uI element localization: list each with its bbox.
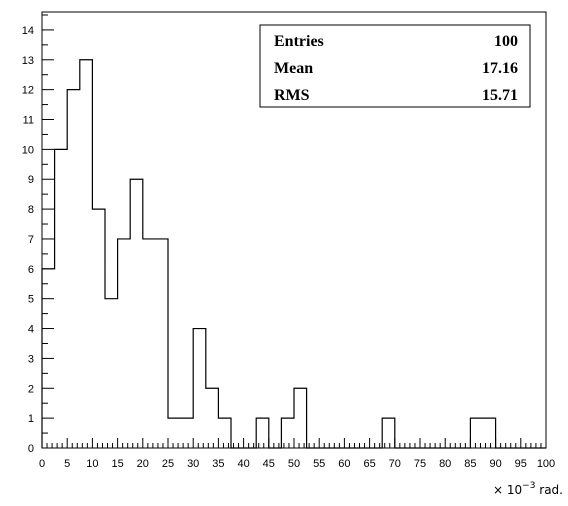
y-tick-label: 9	[28, 174, 34, 186]
y-tick-label: 2	[28, 383, 34, 395]
histogram-bin	[80, 60, 93, 448]
x-tick-label: 35	[212, 458, 224, 470]
stats-rms-value: 15.71	[482, 87, 518, 104]
unit-prefix: × 10	[493, 483, 522, 497]
x-axis-unit-label: × 10−3 rad.	[493, 481, 563, 497]
y-tick-label: 10	[22, 144, 34, 156]
x-tick-label: 65	[363, 458, 375, 470]
histogram-bin	[55, 149, 68, 448]
x-tick-label: 20	[137, 458, 149, 470]
histogram-bin	[143, 239, 156, 448]
histogram-bin	[67, 90, 80, 448]
x-tick-label: 75	[414, 458, 426, 470]
y-tick-label: 11	[23, 115, 34, 127]
x-tick-label: 80	[439, 458, 451, 470]
stats-box: Entries 100 Mean 17.16 RMS 15.71	[259, 24, 531, 108]
histogram-bin	[294, 388, 307, 448]
y-tick-label: 14	[22, 25, 34, 37]
y-tick-label: 7	[28, 234, 34, 246]
y-tick-label: 0	[28, 443, 34, 455]
x-tick-label: 95	[515, 458, 527, 470]
x-tick-label: 30	[187, 458, 199, 470]
histogram-bin	[168, 418, 181, 448]
x-tick-label: 0	[39, 458, 45, 470]
x-tick-label: 100	[537, 458, 555, 470]
stats-mean-value: 17.16	[482, 60, 518, 77]
y-tick-label: 6	[28, 264, 34, 276]
x-tick-label: 5	[64, 458, 70, 470]
x-axis-ticks: 0 5 10 15 20 25 30 35 40 45 50 55 60 65 70 75 80 85 90 95 10…	[39, 438, 555, 470]
histogram-bin	[130, 179, 143, 448]
y-tick-label: 1	[28, 413, 34, 425]
y-tick-label: 3	[28, 353, 34, 365]
stats-entries-value: 100	[494, 33, 518, 50]
unit-suffix: rad.	[535, 483, 563, 497]
x-tick-label: 15	[111, 458, 123, 470]
histogram-bin	[483, 418, 496, 448]
x-tick-label: 55	[313, 458, 325, 470]
y-tick-label: 12	[22, 85, 34, 97]
histogram-bin	[256, 418, 269, 448]
unit-exponent: −3	[522, 481, 535, 491]
histogram-bin	[155, 239, 168, 448]
histogram-bin	[181, 418, 194, 448]
histogram-bin	[382, 418, 395, 448]
histogram-bars	[41, 59, 546, 449]
histogram-bin	[92, 209, 105, 448]
x-tick-label: 10	[86, 458, 98, 470]
y-tick-label: 13	[22, 55, 34, 67]
y-tick-label: 8	[28, 204, 34, 216]
x-tick-label: 60	[338, 458, 350, 470]
histogram-bin	[218, 418, 231, 448]
x-tick-label: 85	[464, 458, 476, 470]
x-tick-label: 90	[489, 458, 501, 470]
histogram-bin	[281, 418, 294, 448]
y-tick-label: 5	[28, 294, 34, 306]
stats-mean-label: Mean	[274, 60, 313, 77]
x-tick-label: 45	[263, 458, 275, 470]
histogram-outline	[41, 59, 546, 449]
stats-rms-label: RMS	[274, 87, 310, 104]
histogram-bin	[105, 299, 118, 448]
histogram-bin	[206, 388, 219, 448]
histogram-bin	[118, 239, 131, 448]
stats-box-frame	[259, 24, 531, 108]
histogram-bin	[193, 329, 206, 448]
histogram-bin	[470, 418, 483, 448]
x-tick-label: 25	[162, 458, 174, 470]
x-tick-label: 70	[389, 458, 401, 470]
stats-entries-label: Entries	[274, 33, 324, 50]
x-tick-label: 50	[288, 458, 300, 470]
y-tick-label: 4	[28, 324, 34, 336]
x-tick-label: 40	[237, 458, 249, 470]
